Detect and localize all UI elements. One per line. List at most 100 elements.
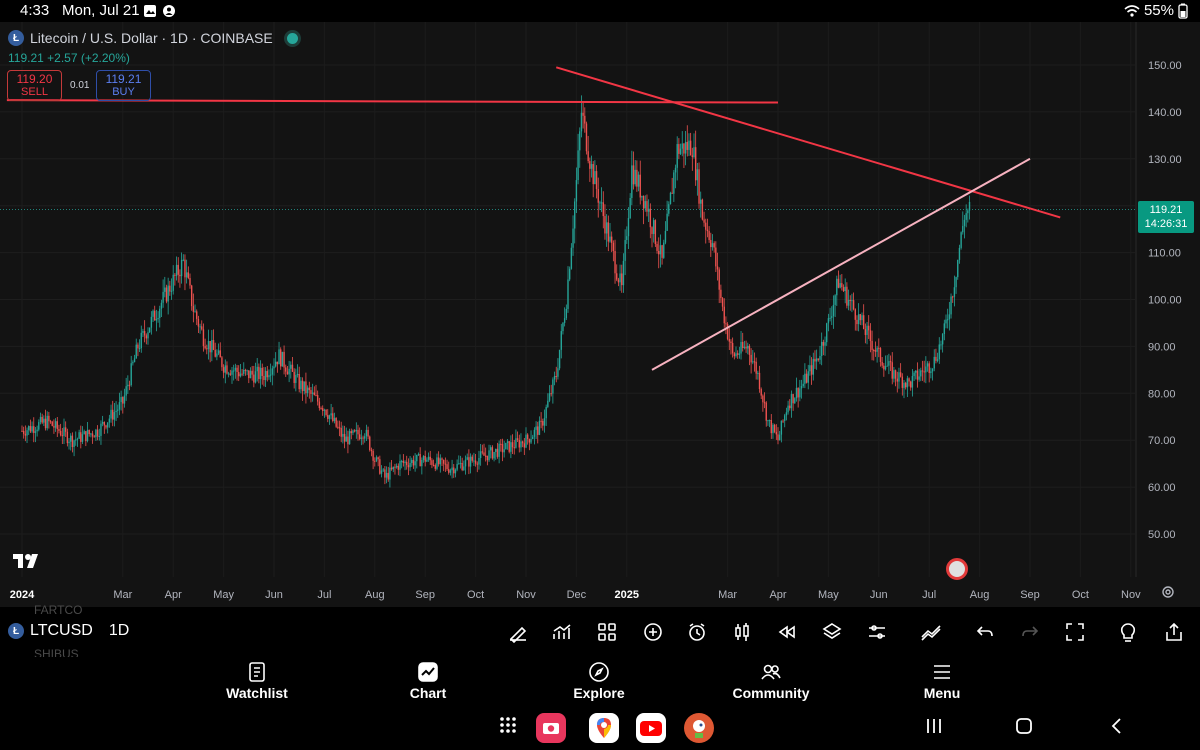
candle-body bbox=[190, 285, 193, 307]
candle-body bbox=[424, 455, 426, 462]
candle-body bbox=[537, 426, 539, 435]
settings-sliders-icon[interactable] bbox=[863, 618, 891, 646]
nav-explore[interactable]: Explore bbox=[570, 661, 628, 701]
layers-icon[interactable] bbox=[818, 618, 846, 646]
candle-body bbox=[167, 285, 169, 302]
chart-legend[interactable]: Ł Litecoin / U.S. Dollar · 1D · COINBASE bbox=[8, 30, 298, 46]
candle-body bbox=[26, 430, 28, 436]
candle-body bbox=[911, 376, 914, 388]
candle-body bbox=[935, 356, 937, 361]
axis-settings-icon[interactable] bbox=[1161, 585, 1175, 602]
candle-body bbox=[923, 371, 925, 373]
undo-icon[interactable] bbox=[971, 618, 999, 646]
candle-body bbox=[362, 437, 364, 439]
candle-body bbox=[557, 368, 559, 377]
candle-body bbox=[379, 459, 381, 474]
redo-icon[interactable] bbox=[1016, 618, 1044, 646]
price-chart[interactable]: 150.00140.00130.00120.00110.00100.0090.0… bbox=[0, 22, 1200, 607]
candle-body bbox=[609, 236, 611, 242]
candle-body bbox=[938, 344, 940, 360]
candle-body bbox=[221, 357, 223, 368]
candle-body bbox=[422, 455, 425, 460]
ideas-lightbulb-icon[interactable] bbox=[1114, 618, 1142, 646]
alert-clock-icon[interactable] bbox=[683, 618, 711, 646]
maps-app-icon[interactable] bbox=[589, 713, 619, 743]
candle-body bbox=[563, 318, 566, 323]
nav-chart[interactable]: Chart bbox=[403, 661, 453, 701]
candle-body bbox=[874, 350, 877, 352]
symbol-selector[interactable]: Ł LTCUSD 1D bbox=[8, 622, 129, 640]
chart-area[interactable]: 150.00140.00130.00120.00110.00100.0090.0… bbox=[0, 22, 1200, 607]
candle-body bbox=[568, 268, 571, 280]
candle-body bbox=[466, 457, 468, 460]
tradingview-logo[interactable] bbox=[12, 552, 44, 576]
candle-body bbox=[784, 415, 786, 421]
duckduckgo-app-icon[interactable] bbox=[684, 713, 714, 743]
candle-body bbox=[390, 467, 393, 470]
candle-body bbox=[150, 316, 153, 328]
candle-body bbox=[879, 348, 882, 362]
candle-body bbox=[535, 426, 537, 430]
share-icon[interactable] bbox=[1160, 618, 1188, 646]
youtube-app-icon[interactable] bbox=[636, 713, 666, 743]
add-icon[interactable] bbox=[639, 618, 667, 646]
candle-body bbox=[506, 441, 509, 443]
candle-body bbox=[960, 232, 962, 248]
litecoin-icon: Ł bbox=[8, 30, 24, 46]
nav-watchlist[interactable]: Watchlist bbox=[224, 661, 290, 701]
economic-event-flag-icon[interactable] bbox=[946, 558, 968, 580]
candle-body bbox=[51, 421, 53, 426]
recent-apps-icon[interactable] bbox=[925, 717, 943, 741]
fullscreen-icon[interactable] bbox=[1061, 618, 1089, 646]
compare-icon[interactable] bbox=[917, 618, 945, 646]
drawing-tools-icon[interactable] bbox=[504, 618, 532, 646]
buy-button[interactable]: 119.21 BUY bbox=[96, 70, 151, 101]
camera-app-icon[interactable] bbox=[536, 713, 566, 743]
indicators-icon[interactable] bbox=[548, 618, 576, 646]
candle-body bbox=[503, 449, 505, 453]
sell-button[interactable]: 119.20 SELL bbox=[7, 70, 62, 101]
interval-selector[interactable]: 1D bbox=[108, 622, 130, 639]
back-icon[interactable] bbox=[1108, 717, 1126, 741]
layouts-icon[interactable] bbox=[593, 618, 621, 646]
app-drawer-icon[interactable] bbox=[498, 715, 518, 741]
candle-body bbox=[370, 450, 373, 452]
candle-body bbox=[311, 392, 314, 394]
trendline-0[interactable] bbox=[555, 66, 1061, 219]
candle-body bbox=[740, 341, 742, 354]
candle-body bbox=[968, 201, 971, 211]
status-right: 55% bbox=[1124, 2, 1188, 19]
candle-body bbox=[387, 472, 389, 480]
candle-body bbox=[854, 309, 856, 320]
nav-menu[interactable]: Menu bbox=[920, 661, 964, 701]
candle-body bbox=[669, 192, 672, 205]
x-tick-label: Sep bbox=[415, 589, 435, 601]
candle-body bbox=[411, 459, 413, 464]
candle-body bbox=[604, 216, 606, 234]
candle-body bbox=[421, 459, 423, 467]
candle-body bbox=[227, 373, 230, 375]
candle-body bbox=[345, 436, 347, 442]
candle-type-icon[interactable] bbox=[728, 618, 756, 646]
trendline-2[interactable] bbox=[651, 157, 1031, 371]
candle-body bbox=[86, 429, 89, 442]
candle-body bbox=[545, 406, 547, 419]
candle-body bbox=[81, 434, 84, 442]
x-tick-label: Oct bbox=[467, 589, 484, 601]
candle-body bbox=[940, 344, 942, 346]
symbol-title[interactable]: Litecoin / U.S. Dollar · 1D · COINBASE bbox=[30, 30, 273, 46]
candle-body bbox=[930, 371, 932, 373]
replay-icon[interactable] bbox=[773, 618, 801, 646]
candle-body bbox=[432, 464, 435, 466]
candle-body bbox=[41, 416, 43, 423]
candle-body bbox=[963, 219, 966, 226]
candle-body bbox=[716, 266, 719, 270]
home-icon[interactable] bbox=[1015, 717, 1033, 741]
symbol-name[interactable]: LTCUSD bbox=[30, 622, 93, 639]
y-tick-label: 140.00 bbox=[1148, 107, 1182, 119]
candle-body bbox=[599, 202, 601, 204]
nav-community[interactable]: Community bbox=[731, 661, 811, 701]
candle-body bbox=[103, 422, 106, 426]
candle-body bbox=[58, 429, 60, 431]
candle-body bbox=[967, 210, 969, 214]
